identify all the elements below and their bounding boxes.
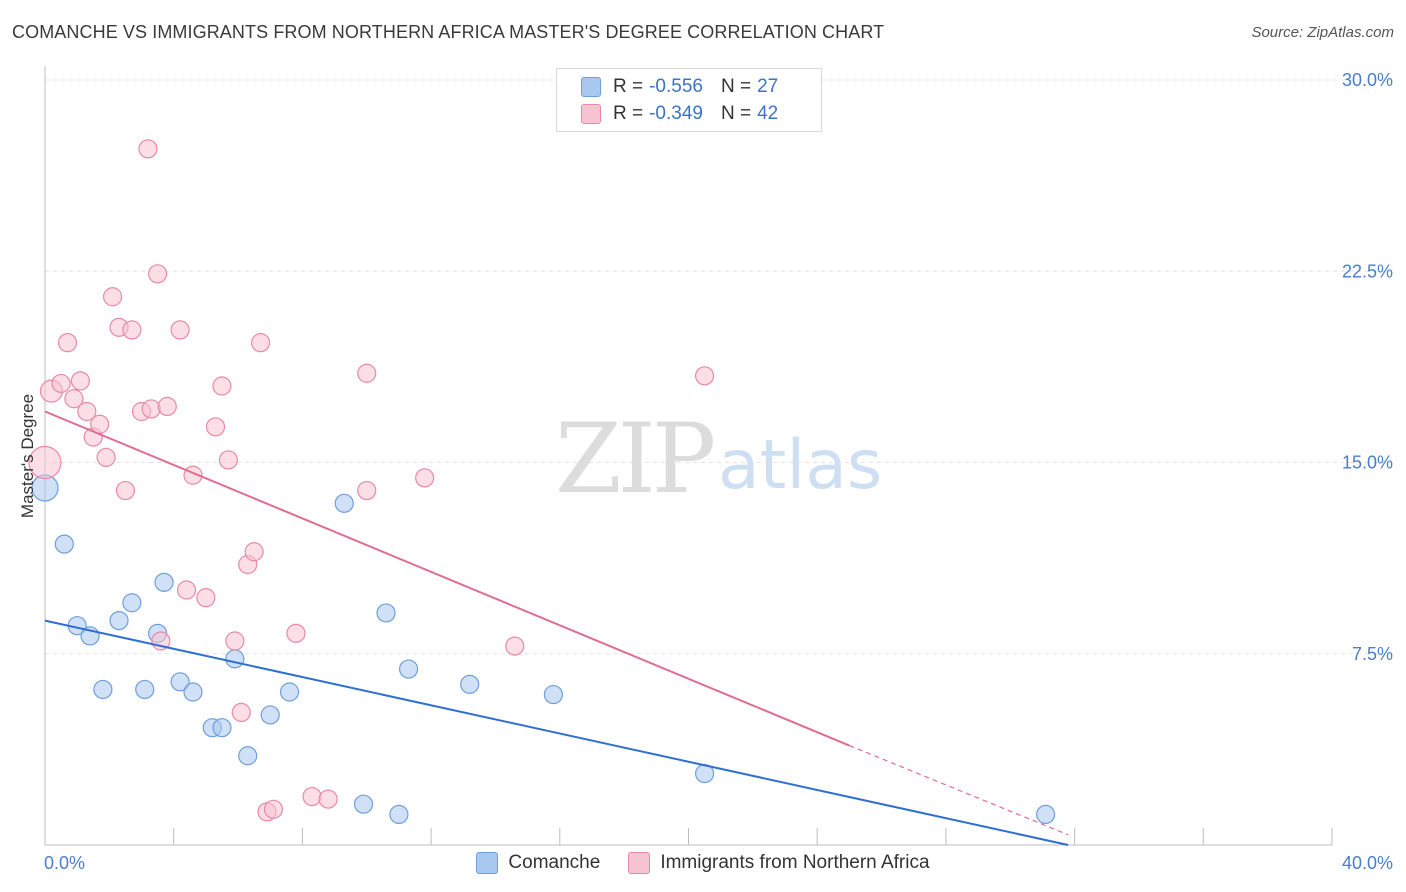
comanche-point [376,603,396,623]
legend-r-label: R = [613,76,644,97]
immigrants-point [218,450,238,470]
immigrants-point [415,468,435,488]
series-swatch-immigrants [628,852,651,874]
immigrants-point [250,333,271,353]
correlation-legend: R = -0.556 N = 27 R = -0.349 N = 42 [556,68,822,132]
comanche-point [260,705,280,725]
immigrants-point [205,417,226,437]
immigrants-trend-line [44,410,850,747]
legend-r-label: R = [613,103,644,124]
comanche-point [460,674,480,694]
immigrants-point [102,287,123,307]
comanche-point [543,684,563,705]
data-points [28,139,1056,825]
x-tick-label-min: 0.0% [44,853,85,873]
watermark-atlas: atlas [718,426,882,505]
immigrants-point [302,786,322,807]
comanche-point [238,746,258,766]
immigrants-point [318,789,338,809]
comanche-point [109,610,129,631]
legend-n-label: N = [720,103,752,124]
watermark-zip: ZIP [555,403,714,515]
comanche-point [389,804,409,825]
legend-n-value-comanche: 27 [757,76,779,97]
y-tick-label: 15.0% [1342,453,1393,473]
immigrants-point [196,588,216,608]
y-tick-label: 22.5% [1342,261,1393,281]
immigrants-point [51,373,71,394]
y-tick-label: 30.0% [1342,70,1393,90]
legend-row-immigrants: R = -0.349 N = 42 [581,102,778,126]
legend-r-value-immigrants: -0.349 [649,103,703,124]
comanche-point [154,572,174,592]
series-legend-comanche[interactable]: Comanche [476,852,600,874]
x-ticks [173,828,1333,845]
y-tick-labels: 7.5% 15.0% 22.5% 30.0% [1342,70,1393,664]
watermark: ZIP atlas [555,403,882,515]
series-legend: Comanche Immigrants from Northern Africa [0,852,1406,874]
comanche-point [122,593,142,613]
legend-swatch-immigrants [581,104,601,124]
immigrants-point [212,376,232,396]
immigrants-point [64,389,84,409]
comanche-point [183,682,203,702]
comanche-point [353,794,374,814]
immigrants-point [157,396,177,416]
comanche-point [225,649,245,669]
comanche-point [334,493,354,513]
comanche-point [398,659,419,679]
immigrants-point [170,320,190,340]
immigrants-point [148,264,168,284]
series-legend-immigrants[interactable]: Immigrants from Northern Africa [628,852,930,874]
immigrants-point [176,580,197,600]
comanche-point [1036,804,1056,825]
comanche-trend-line [44,619,1069,846]
x-tick-label-max: 40.0% [1342,853,1393,873]
immigrants-point [694,366,715,386]
comanche-point [279,682,300,702]
immigrants-point [138,139,158,159]
comanche-point [93,679,113,700]
gridlines [45,79,1392,655]
immigrants-point [77,401,97,422]
source-label: Source: ZipAtlas.com [1251,24,1394,41]
immigrants-trend-extension [849,744,1069,836]
immigrants-point [141,399,161,419]
immigrants-point [122,320,142,340]
immigrants-point [57,333,78,353]
immigrants-point [231,702,251,723]
legend-n-value-immigrants: 42 [757,103,779,124]
trend-lines [44,410,1069,846]
immigrants-point [28,445,62,480]
immigrants-point [70,371,90,391]
comanche-point [135,679,155,700]
legend-row-comanche: R = -0.556 N = 27 [581,75,778,99]
immigrants-point [357,363,377,383]
immigrants-point [357,480,377,501]
immigrants-point [263,799,284,819]
series-label-comanche: Comanche [508,852,601,873]
y-tick-label: 7.5% [1352,644,1393,664]
y-axis-label: Master's Degree [18,394,37,518]
immigrants-point [225,631,245,651]
comanche-point [170,672,190,692]
immigrants-point [244,542,264,562]
comanche-point [212,718,232,738]
legend-swatch-comanche [581,77,601,97]
immigrants-point [286,623,306,643]
immigrants-point [96,447,116,467]
comanche-point [54,534,74,554]
legend-n-label: N = [720,76,752,97]
chart-title: COMANCHE VS IMMIGRANTS FROM NORTHERN AFR… [12,22,885,42]
immigrants-point [505,636,525,656]
series-swatch-comanche [476,852,499,874]
series-label-immigrants: Immigrants from Northern Africa [660,852,930,873]
legend-r-value-comanche: -0.556 [649,76,703,97]
immigrants-point [115,480,136,501]
